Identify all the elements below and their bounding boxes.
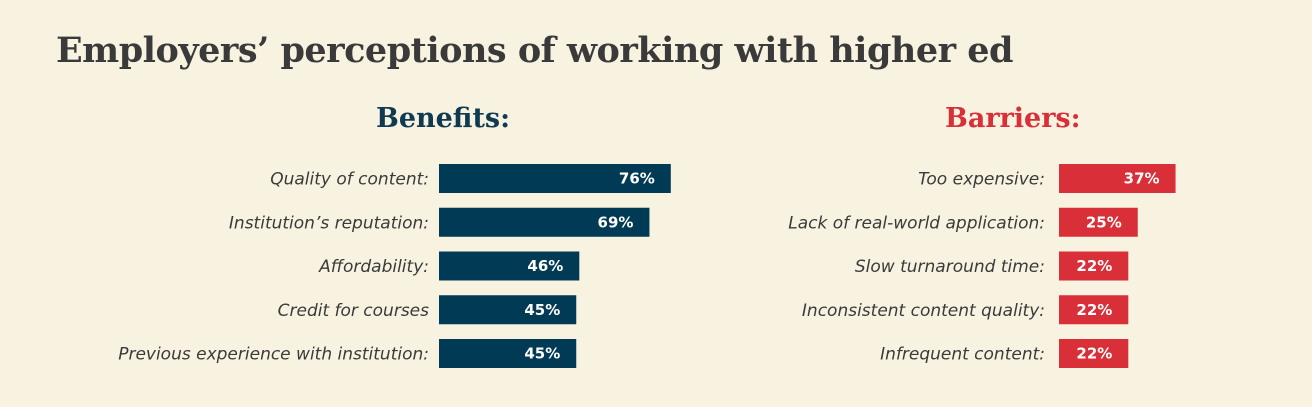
- benefits-chart-title: Benefits:: [376, 103, 511, 134]
- page-title: Employers’ perceptions of working with h…: [56, 30, 1014, 71]
- barriers-value-label: 25%: [1086, 213, 1122, 231]
- benefits-category-label: Affordability:: [318, 257, 429, 277]
- benefits-bar: [439, 295, 577, 325]
- barriers-value-label: 22%: [1076, 257, 1112, 275]
- benefits-category-label: Previous experience with institution:: [118, 345, 429, 365]
- benefits-bar: [439, 207, 650, 237]
- barriers-category-label: Too expensive:: [918, 170, 1045, 190]
- benefits-value-label: 46%: [527, 257, 563, 275]
- benefits-category-label: Institution’s reputation:: [229, 213, 429, 233]
- barriers-chart-title: Barriers:: [945, 103, 1081, 134]
- barriers-bar: [1059, 251, 1129, 281]
- barriers-bar: [1059, 164, 1176, 193]
- barriers-category-label: Infrequent content:: [880, 345, 1045, 365]
- barriers-value-label: 22%: [1076, 301, 1112, 319]
- benefits-value-label: 45%: [524, 301, 560, 319]
- benefits-value-label: 69%: [598, 213, 634, 231]
- benefits-bar: [439, 164, 671, 193]
- barriers-bar: [1059, 207, 1138, 237]
- benefits-category-label: Quality of content:: [270, 170, 429, 190]
- benefits-category-label: Credit for courses: [278, 301, 430, 321]
- benefits-value-label: 76%: [619, 170, 655, 188]
- barriers-bar: [1059, 295, 1129, 325]
- barriers-category-label: Lack of real-world application:: [788, 213, 1045, 233]
- benefits-bar: [439, 251, 580, 281]
- barriers-category-label: Inconsistent content quality:: [802, 301, 1045, 321]
- barriers-value-label: 37%: [1124, 170, 1160, 188]
- benefits-bar: [439, 339, 577, 368]
- benefits-value-label: 45%: [524, 345, 560, 363]
- barriers-bar: [1059, 339, 1129, 368]
- barriers-value-label: 22%: [1076, 345, 1112, 363]
- barriers-category-label: Slow turnaround time:: [855, 257, 1045, 277]
